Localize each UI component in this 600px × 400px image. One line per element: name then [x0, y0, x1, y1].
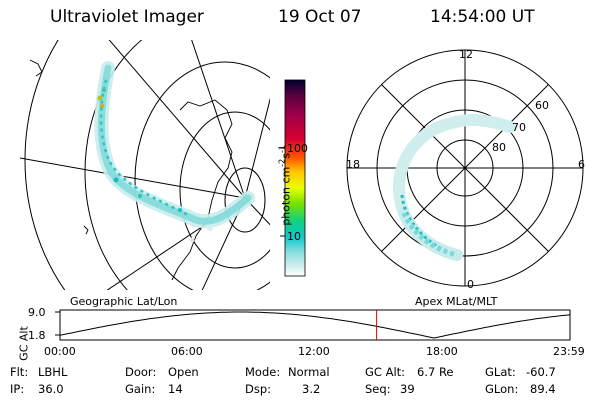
instrument-title: Ultraviolet Imager: [50, 7, 204, 27]
glat-label: GLat:: [485, 365, 516, 379]
glon-value: 89.4: [530, 382, 556, 396]
colorbar-unit-label: photon cm-2s-1: [277, 145, 293, 226]
alt-tick-1-8: 1.8: [28, 329, 46, 342]
mlt-label-0: 0: [467, 278, 474, 291]
mlt-label-6: 6: [578, 158, 585, 171]
flt-label: Flt:: [10, 365, 29, 379]
mode-value: Normal: [288, 365, 330, 379]
polar-plot: [346, 49, 584, 287]
mode-label: Mode:: [245, 365, 281, 379]
door-label: Door:: [125, 365, 157, 379]
alt-tick-9: 9.0: [28, 306, 46, 319]
x-tick-1800: 18:00: [426, 345, 458, 358]
gain-label: Gain:: [125, 382, 156, 396]
time-label: 14:54:00 UT: [430, 7, 535, 27]
dsp-label: Dsp:: [245, 382, 272, 396]
apex-label: Apex MLat/MLT: [415, 295, 498, 308]
geographic-label: Geographic Lat/Lon: [70, 295, 178, 308]
altitude-plot: [55, 309, 571, 341]
door-value: Open: [168, 365, 199, 379]
lat-label-70: 70: [512, 121, 526, 134]
lat-label-60: 60: [535, 99, 549, 112]
color-scale: [280, 79, 306, 277]
x-tick-1200: 12:00: [298, 345, 330, 358]
seq-label: Seq:: [365, 382, 391, 396]
colorbar-tick-10: 10: [287, 230, 301, 243]
mlt-label-12: 12: [459, 48, 473, 61]
glon-label: GLon:: [485, 382, 519, 396]
dsp-value: 3.2: [302, 382, 321, 396]
colorbar-tick-100: 100: [287, 142, 308, 155]
geographic-image: [20, 40, 270, 290]
x-tick-0600: 06:00: [171, 345, 203, 358]
glat-value: -60.7: [526, 365, 556, 379]
flt-value: LBHL: [38, 365, 68, 379]
altitude-curve: [59, 311, 571, 339]
seq-value: 39: [400, 382, 415, 396]
gc-alt-label: GC Alt:: [365, 365, 406, 379]
gain-value: 14: [168, 382, 183, 396]
x-tick-2359: 23:59: [553, 345, 585, 358]
mlt-label-18: 18: [346, 158, 360, 171]
lat-label-80: 80: [492, 141, 506, 154]
gc-alt-value: 6.7 Re: [417, 365, 454, 379]
date-label: 19 Oct 07: [278, 7, 362, 27]
ip-label: IP:: [10, 382, 25, 396]
altitude-plot-frame: [59, 309, 571, 341]
x-tick-0000: 00:00: [44, 345, 76, 358]
ip-value: 36.0: [38, 382, 64, 396]
